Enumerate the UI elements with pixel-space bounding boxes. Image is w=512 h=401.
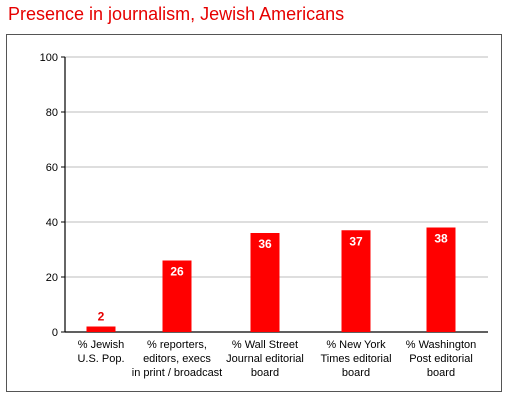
bar-value-label: 37 [349, 234, 363, 248]
bar [341, 230, 371, 332]
x-category-label: Times editorial [320, 353, 391, 365]
x-category-label: board [342, 367, 370, 379]
x-category-label: Post editorial [409, 353, 473, 365]
x-category-label: % Washington [406, 339, 477, 351]
bar-value-label: 2 [98, 310, 105, 324]
bar [250, 233, 280, 332]
x-category-label: % Wall Street [232, 339, 298, 351]
y-tick-label: 20 [46, 272, 58, 284]
x-category-label: board [427, 367, 455, 379]
x-category-label: Journal editorial [226, 353, 304, 365]
chart-title: Presence in journalism, Jewish Americans [8, 4, 345, 24]
y-tick-label: 100 [40, 52, 58, 64]
x-category-label: U.S. Pop. [77, 353, 124, 365]
x-category-label: board [251, 367, 279, 379]
bar [162, 260, 192, 332]
bar [426, 227, 456, 332]
y-tick-label: 0 [52, 327, 58, 339]
x-category-label: % Jewish [78, 339, 124, 351]
x-category-label: % reporters, [147, 339, 207, 351]
bar-value-label: 36 [258, 237, 272, 251]
x-category-label: % New York [326, 339, 386, 351]
x-category-label: in print / broadcast [132, 367, 223, 379]
bar-value-label: 38 [434, 232, 448, 246]
y-tick-label: 80 [46, 107, 58, 119]
y-tick-label: 40 [46, 217, 58, 229]
y-tick-label: 60 [46, 162, 58, 174]
x-category-label: editors, execs [143, 353, 211, 365]
bar [86, 326, 116, 332]
bar-value-label: 26 [170, 265, 184, 279]
